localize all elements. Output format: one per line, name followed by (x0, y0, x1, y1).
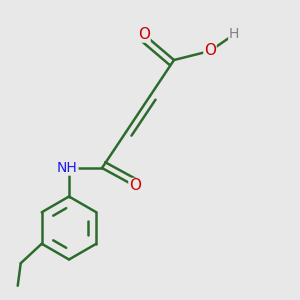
Text: O: O (138, 27, 150, 42)
Text: O: O (204, 44, 216, 59)
Text: NH: NH (57, 161, 78, 175)
Text: O: O (129, 178, 141, 194)
Text: H: H (229, 28, 239, 41)
